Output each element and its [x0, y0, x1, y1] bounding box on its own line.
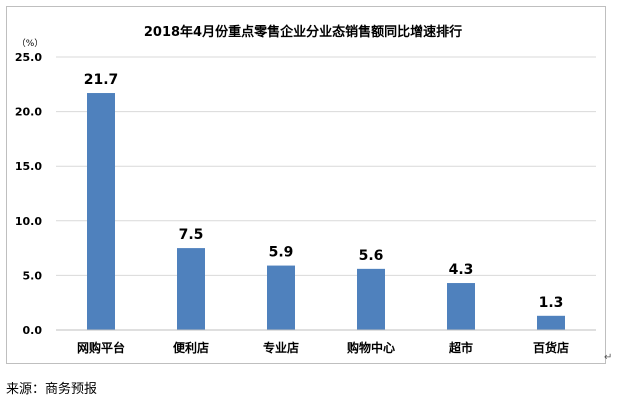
x-axis-ticks: 网购平台 便利店 专业店 购物中心 超市 百货店: [77, 340, 569, 355]
bar: [447, 283, 475, 330]
x-tick-label: 专业店: [263, 340, 299, 355]
x-tick-label: 网购平台: [77, 340, 125, 355]
bar: [87, 93, 115, 330]
bars: [87, 93, 565, 330]
x-tick-label: 便利店: [173, 340, 209, 355]
y-tick-label: 25.0: [15, 51, 42, 64]
data-label: 5.9: [269, 245, 294, 261]
x-tick-label: 购物中心: [347, 340, 395, 355]
gridlines: [56, 56, 596, 276]
bar: [357, 268, 385, 330]
y-axis-ticks: 0.0 5.0 10.0 15.0 20.0 25.0: [15, 51, 42, 337]
x-tick-label: 超市: [448, 340, 473, 355]
x-tick-label: 百货店: [533, 340, 569, 355]
bar: [267, 265, 295, 330]
return-mark-icon: ↵: [604, 352, 613, 363]
y-tick-label: 15.0: [15, 160, 42, 173]
data-labels: 21.7 7.5 5.9 5.6 4.3 1.3: [84, 72, 564, 311]
data-label: 7.5: [179, 227, 204, 243]
source-note: 来源：商务预报: [6, 382, 98, 397]
data-label: 5.6: [359, 248, 384, 264]
y-tick-label: 5.0: [23, 269, 43, 282]
data-label: 1.3: [539, 295, 564, 311]
y-axis-unit-label: （%）: [17, 38, 44, 49]
bar: [177, 248, 205, 330]
bar: [537, 315, 565, 330]
chart-title: 2018年4月份重点零售企业分业态销售额同比增速排行: [144, 24, 462, 40]
bar-chart: 2018年4月份重点零售企业分业态销售额同比增速排行 （%） 0.0 5.0 10.…: [15, 24, 596, 355]
y-tick-label: 0.0: [23, 324, 43, 337]
data-label: 21.7: [84, 72, 119, 88]
data-label: 4.3: [449, 262, 474, 278]
y-tick-label: 20.0: [15, 106, 42, 119]
y-tick-label: 10.0: [15, 215, 42, 228]
